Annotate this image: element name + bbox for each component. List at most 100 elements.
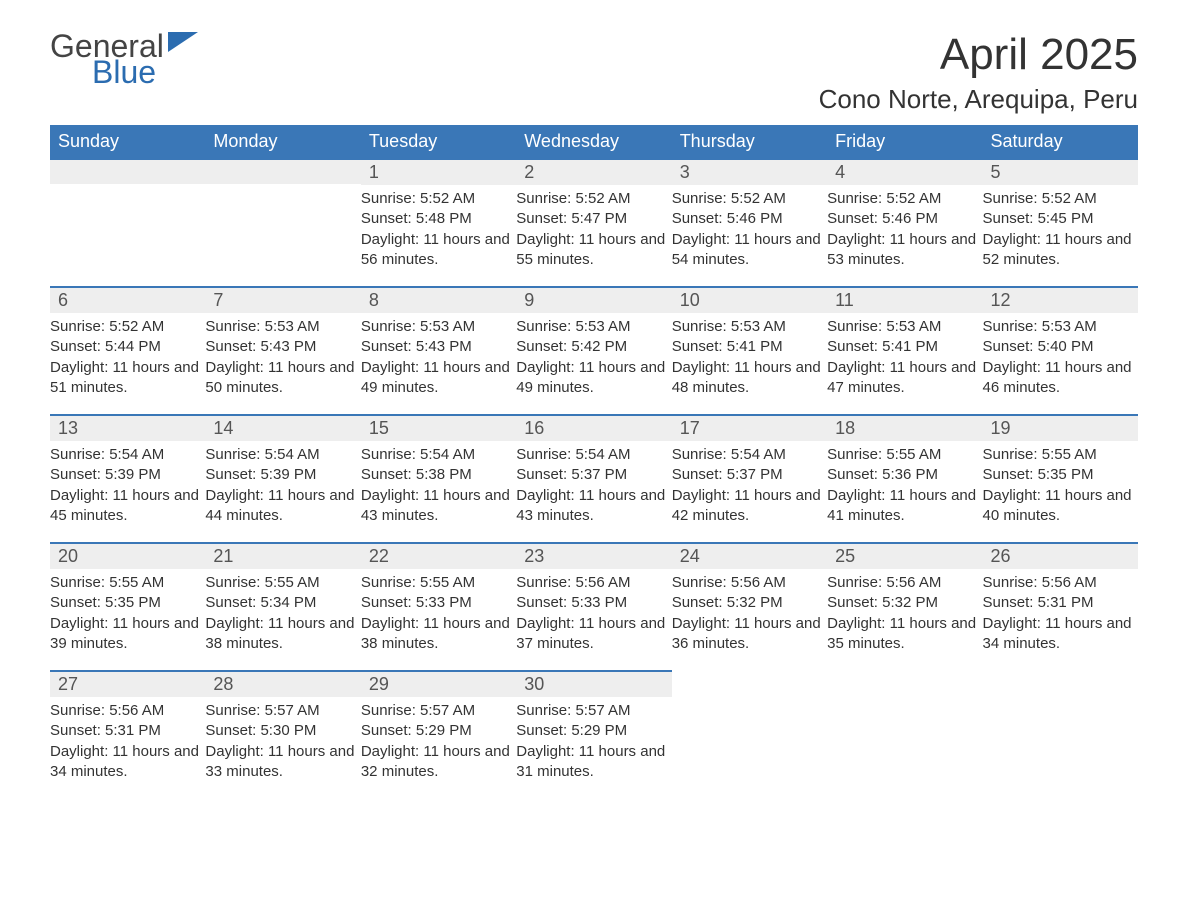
- day-number: 25: [827, 542, 982, 569]
- day-body: Sunrise: 5:52 AMSunset: 5:45 PMDaylight:…: [983, 185, 1138, 274]
- calendar-day: [983, 670, 1138, 798]
- sunset-line: Sunset: 5:46 PM: [672, 209, 827, 229]
- daylight-line: Daylight: 11 hours and 31 minutes.: [516, 742, 671, 783]
- day-body: Sunrise: 5:54 AMSunset: 5:37 PMDaylight:…: [516, 441, 671, 530]
- sunset-line: Sunset: 5:33 PM: [516, 593, 671, 613]
- calendar-day: 12Sunrise: 5:53 AMSunset: 5:40 PMDayligh…: [983, 286, 1138, 414]
- day-number: 5: [983, 158, 1138, 185]
- calendar-day: 4Sunrise: 5:52 AMSunset: 5:46 PMDaylight…: [827, 158, 982, 286]
- sunset-line: Sunset: 5:43 PM: [361, 337, 516, 357]
- daylight-line: Daylight: 11 hours and 36 minutes.: [672, 614, 827, 655]
- day-body: Sunrise: 5:53 AMSunset: 5:40 PMDaylight:…: [983, 313, 1138, 402]
- day-number: 19: [983, 414, 1138, 441]
- daylight-line: Daylight: 11 hours and 41 minutes.: [827, 486, 982, 527]
- weekday-header: Monday: [205, 125, 360, 158]
- day-body: Sunrise: 5:55 AMSunset: 5:36 PMDaylight:…: [827, 441, 982, 530]
- sunrise-line: Sunrise: 5:56 AM: [983, 573, 1138, 593]
- day-number: 15: [361, 414, 516, 441]
- day-number: 4: [827, 158, 982, 185]
- calendar-day: 24Sunrise: 5:56 AMSunset: 5:32 PMDayligh…: [672, 542, 827, 670]
- day-body: Sunrise: 5:52 AMSunset: 5:46 PMDaylight:…: [827, 185, 982, 274]
- day-body: Sunrise: 5:54 AMSunset: 5:39 PMDaylight:…: [205, 441, 360, 530]
- day-body: Sunrise: 5:54 AMSunset: 5:37 PMDaylight:…: [672, 441, 827, 530]
- logo-flag-icon: [168, 32, 198, 56]
- daylight-line: Daylight: 11 hours and 35 minutes.: [827, 614, 982, 655]
- sunset-line: Sunset: 5:43 PM: [205, 337, 360, 357]
- calendar-day: 11Sunrise: 5:53 AMSunset: 5:41 PMDayligh…: [827, 286, 982, 414]
- day-number: 27: [50, 670, 205, 697]
- daylight-line: Daylight: 11 hours and 43 minutes.: [361, 486, 516, 527]
- calendar-day: 25Sunrise: 5:56 AMSunset: 5:32 PMDayligh…: [827, 542, 982, 670]
- calendar-day: 20Sunrise: 5:55 AMSunset: 5:35 PMDayligh…: [50, 542, 205, 670]
- calendar-day: 30Sunrise: 5:57 AMSunset: 5:29 PMDayligh…: [516, 670, 671, 798]
- day-body: Sunrise: 5:52 AMSunset: 5:47 PMDaylight:…: [516, 185, 671, 274]
- sunrise-line: Sunrise: 5:56 AM: [672, 573, 827, 593]
- daylight-line: Daylight: 11 hours and 49 minutes.: [361, 358, 516, 399]
- empty-day: [205, 158, 360, 184]
- daylight-line: Daylight: 11 hours and 43 minutes.: [516, 486, 671, 527]
- day-body: Sunrise: 5:55 AMSunset: 5:33 PMDaylight:…: [361, 569, 516, 658]
- sunrise-line: Sunrise: 5:52 AM: [361, 189, 516, 209]
- calendar-day: 15Sunrise: 5:54 AMSunset: 5:38 PMDayligh…: [361, 414, 516, 542]
- sunset-line: Sunset: 5:35 PM: [50, 593, 205, 613]
- day-number: 1: [361, 158, 516, 185]
- sunrise-line: Sunrise: 5:54 AM: [50, 445, 205, 465]
- sunset-line: Sunset: 5:36 PM: [827, 465, 982, 485]
- calendar-day: [672, 670, 827, 798]
- calendar-week: 6Sunrise: 5:52 AMSunset: 5:44 PMDaylight…: [50, 286, 1138, 414]
- sunrise-line: Sunrise: 5:55 AM: [827, 445, 982, 465]
- day-number: 7: [205, 286, 360, 313]
- day-body: Sunrise: 5:53 AMSunset: 5:41 PMDaylight:…: [827, 313, 982, 402]
- day-number: 26: [983, 542, 1138, 569]
- calendar-week: 27Sunrise: 5:56 AMSunset: 5:31 PMDayligh…: [50, 670, 1138, 798]
- day-body: Sunrise: 5:53 AMSunset: 5:43 PMDaylight:…: [361, 313, 516, 402]
- daylight-line: Daylight: 11 hours and 47 minutes.: [827, 358, 982, 399]
- location-subtitle: Cono Norte, Arequipa, Peru: [819, 84, 1138, 115]
- daylight-line: Daylight: 11 hours and 51 minutes.: [50, 358, 205, 399]
- day-body: Sunrise: 5:56 AMSunset: 5:33 PMDaylight:…: [516, 569, 671, 658]
- sunrise-line: Sunrise: 5:54 AM: [672, 445, 827, 465]
- sunset-line: Sunset: 5:41 PM: [827, 337, 982, 357]
- daylight-line: Daylight: 11 hours and 45 minutes.: [50, 486, 205, 527]
- day-body: Sunrise: 5:57 AMSunset: 5:29 PMDaylight:…: [361, 697, 516, 786]
- sunset-line: Sunset: 5:31 PM: [50, 721, 205, 741]
- sunrise-line: Sunrise: 5:53 AM: [205, 317, 360, 337]
- calendar-day: 26Sunrise: 5:56 AMSunset: 5:31 PMDayligh…: [983, 542, 1138, 670]
- sunrise-line: Sunrise: 5:55 AM: [205, 573, 360, 593]
- day-number: 13: [50, 414, 205, 441]
- day-body: Sunrise: 5:52 AMSunset: 5:48 PMDaylight:…: [361, 185, 516, 274]
- weekday-header: Thursday: [672, 125, 827, 158]
- calendar-week: 20Sunrise: 5:55 AMSunset: 5:35 PMDayligh…: [50, 542, 1138, 670]
- logo-text-blue: Blue: [92, 56, 198, 88]
- daylight-line: Daylight: 11 hours and 49 minutes.: [516, 358, 671, 399]
- weekday-header: Friday: [827, 125, 982, 158]
- month-title: April 2025: [819, 30, 1138, 80]
- day-body: Sunrise: 5:56 AMSunset: 5:31 PMDaylight:…: [50, 697, 205, 786]
- sunrise-line: Sunrise: 5:54 AM: [205, 445, 360, 465]
- sunset-line: Sunset: 5:45 PM: [983, 209, 1138, 229]
- sunrise-line: Sunrise: 5:52 AM: [50, 317, 205, 337]
- calendar-day: 23Sunrise: 5:56 AMSunset: 5:33 PMDayligh…: [516, 542, 671, 670]
- daylight-line: Daylight: 11 hours and 53 minutes.: [827, 230, 982, 271]
- logo: General Blue: [50, 30, 198, 88]
- day-body: Sunrise: 5:53 AMSunset: 5:43 PMDaylight:…: [205, 313, 360, 402]
- sunset-line: Sunset: 5:34 PM: [205, 593, 360, 613]
- daylight-line: Daylight: 11 hours and 54 minutes.: [672, 230, 827, 271]
- daylight-line: Daylight: 11 hours and 56 minutes.: [361, 230, 516, 271]
- sunrise-line: Sunrise: 5:53 AM: [827, 317, 982, 337]
- day-number: 22: [361, 542, 516, 569]
- sunset-line: Sunset: 5:37 PM: [672, 465, 827, 485]
- sunset-line: Sunset: 5:35 PM: [983, 465, 1138, 485]
- calendar-day: 9Sunrise: 5:53 AMSunset: 5:42 PMDaylight…: [516, 286, 671, 414]
- sunrise-line: Sunrise: 5:55 AM: [983, 445, 1138, 465]
- day-number: 17: [672, 414, 827, 441]
- sunrise-line: Sunrise: 5:52 AM: [516, 189, 671, 209]
- calendar-day: 18Sunrise: 5:55 AMSunset: 5:36 PMDayligh…: [827, 414, 982, 542]
- sunrise-line: Sunrise: 5:54 AM: [516, 445, 671, 465]
- calendar-day: 19Sunrise: 5:55 AMSunset: 5:35 PMDayligh…: [983, 414, 1138, 542]
- calendar-day: 2Sunrise: 5:52 AMSunset: 5:47 PMDaylight…: [516, 158, 671, 286]
- sunrise-line: Sunrise: 5:55 AM: [50, 573, 205, 593]
- day-body: Sunrise: 5:53 AMSunset: 5:42 PMDaylight:…: [516, 313, 671, 402]
- calendar-day: 28Sunrise: 5:57 AMSunset: 5:30 PMDayligh…: [205, 670, 360, 798]
- calendar-day: 3Sunrise: 5:52 AMSunset: 5:46 PMDaylight…: [672, 158, 827, 286]
